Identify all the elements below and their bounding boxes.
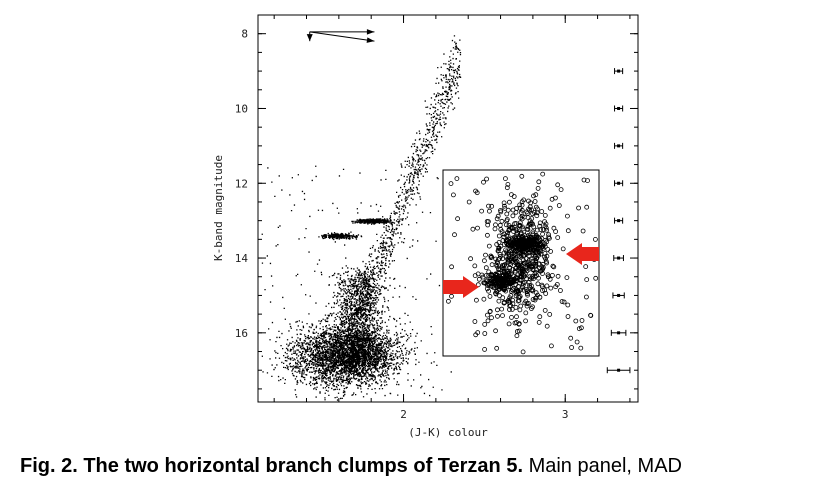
error-bar-point	[617, 106, 621, 110]
error-bar-point	[617, 368, 621, 372]
error-bar-point	[617, 256, 621, 260]
error-bar-point	[617, 219, 621, 223]
inset-panel	[442, 169, 600, 357]
arrow-lower-clump	[443, 276, 479, 298]
y-tick-label: 10	[235, 102, 248, 115]
scatter-points	[261, 35, 462, 401]
vector-arrowhead	[366, 29, 375, 35]
error-bars	[606, 68, 631, 374]
x-axis-label: (J-K) colour	[408, 426, 488, 439]
caption-title: Fig. 2. The two horizontal branch clumps…	[20, 455, 524, 477]
y-tick-label: 16	[235, 327, 248, 340]
error-bar-point	[617, 69, 621, 73]
error-bar-point	[617, 293, 621, 297]
error-bar-point	[617, 144, 621, 148]
figure: 2 3 8 10 12 14 16 (J-K) colour K-band magnitud…	[212, 14, 639, 439]
caption-text: Main panel, MAD	[523, 455, 682, 477]
figure-caption: Fig. 2. The two horizontal branch clumps…	[20, 455, 830, 478]
y-tick-label: 14	[235, 252, 249, 265]
arrow-upper-clump	[566, 243, 599, 265]
plot-frame	[257, 14, 639, 403]
error-bar-point	[617, 331, 621, 335]
axis-ticks: 2 3 8 10 12 14 16	[235, 15, 638, 421]
reddening-vector	[309, 31, 375, 42]
main-scatter-points	[261, 35, 462, 401]
y-tick-label: 12	[235, 177, 248, 190]
inset-points	[445, 171, 599, 355]
x-tick-label: 3	[562, 408, 569, 421]
reddening-vectors	[306, 29, 375, 43]
x-tick-label: 2	[400, 408, 407, 421]
y-axis-label: K-band magnitude	[212, 155, 225, 261]
error-bar-point	[617, 181, 621, 185]
vector-arrowhead	[306, 34, 313, 42]
y-tick-label: 8	[241, 28, 248, 41]
vector-arrowhead	[366, 37, 375, 43]
